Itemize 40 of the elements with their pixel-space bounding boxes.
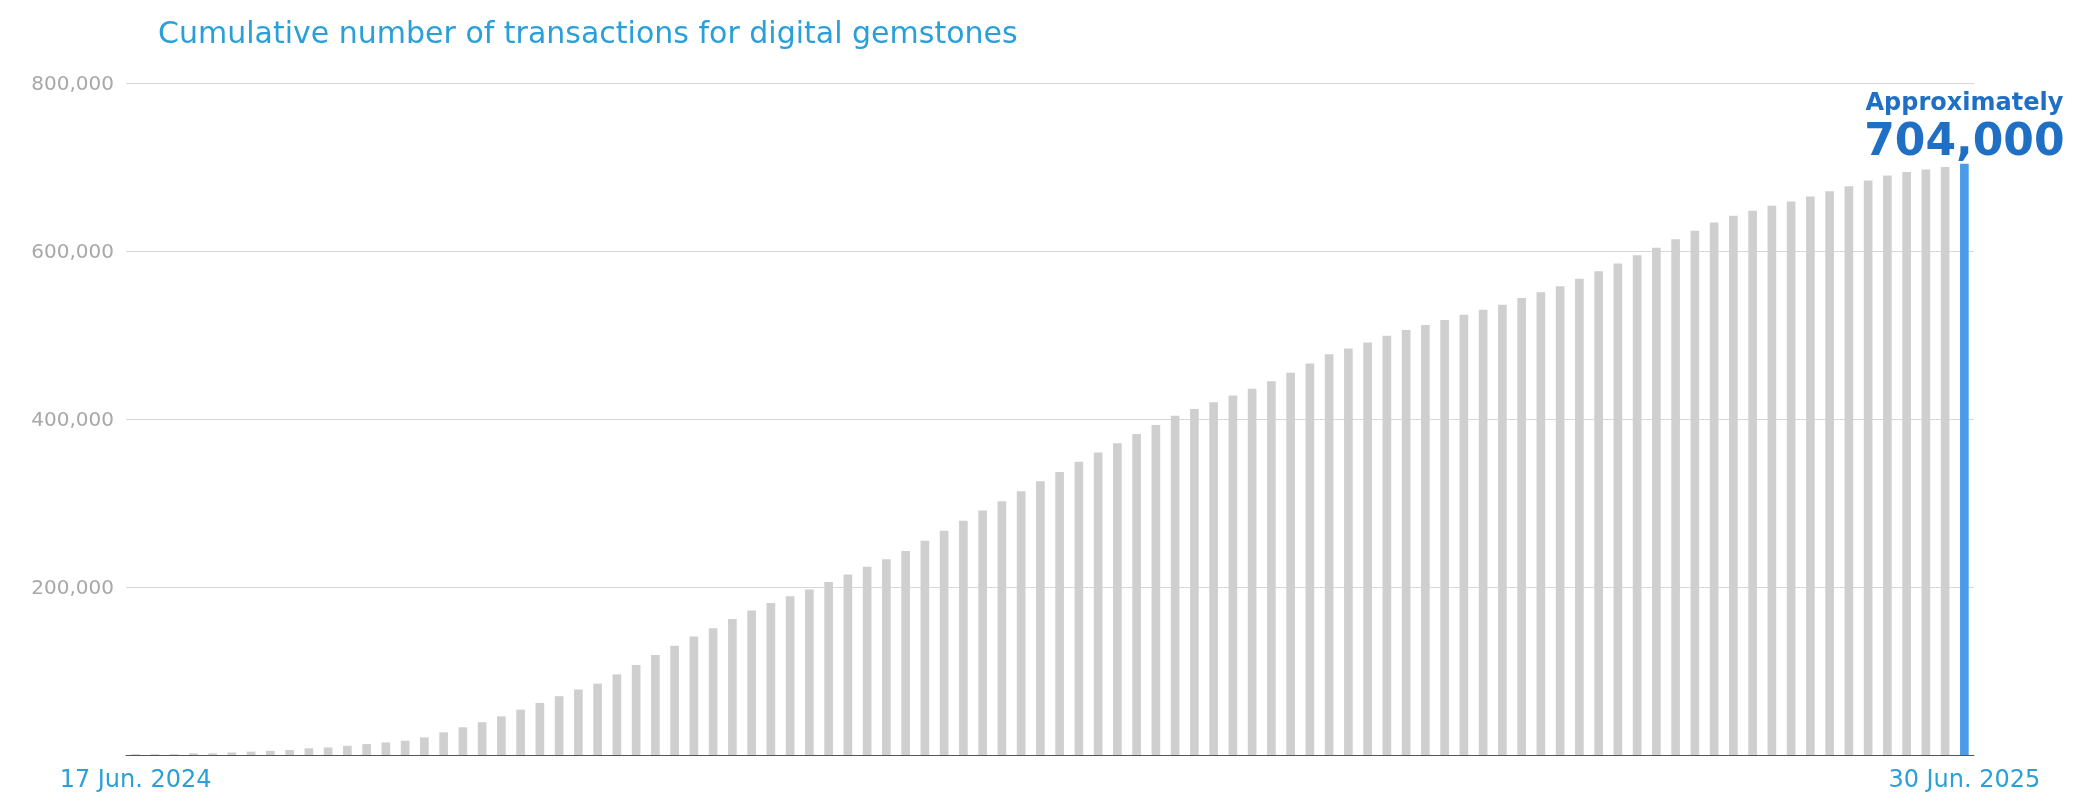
- bar: [381, 742, 391, 755]
- bar: [516, 709, 525, 755]
- bar: [227, 752, 237, 755]
- bar: [477, 722, 487, 755]
- y-tick-label: 800,000: [31, 71, 114, 95]
- bar: [323, 747, 333, 755]
- bar: [728, 618, 737, 755]
- bar: [689, 636, 699, 755]
- bar: [497, 716, 506, 755]
- bar: [631, 665, 641, 755]
- bar: [554, 696, 564, 755]
- bar: [670, 645, 679, 755]
- bar: [266, 750, 275, 755]
- y-tick-label: 400,000: [31, 407, 114, 431]
- bar: [439, 732, 448, 755]
- annotation: Approximately: [1865, 87, 2064, 116]
- bar: [1960, 163, 1969, 755]
- bar: [304, 748, 314, 755]
- bar: [785, 596, 795, 755]
- y-tick-label: 200,000: [31, 575, 114, 599]
- bar: [593, 683, 602, 755]
- y-tick-label: 600,000: [31, 239, 114, 263]
- bar: [285, 749, 294, 755]
- chart-title: Cumulative number of transactions for digital gemstones: [158, 14, 1018, 50]
- bar: [420, 737, 429, 755]
- bar: [747, 610, 756, 755]
- x-tick-label: 17 Jun. 2024: [59, 765, 212, 793]
- bar: [343, 745, 352, 755]
- bar: [535, 702, 545, 755]
- bar: [651, 655, 660, 755]
- bar: [805, 589, 814, 755]
- bar: [708, 628, 718, 755]
- bar: [766, 602, 776, 755]
- bar: [612, 674, 622, 755]
- x-tick-label: 30 Jun. 2025: [1888, 765, 2041, 793]
- bar: [362, 744, 371, 755]
- bar: [574, 689, 583, 755]
- bar: [400, 740, 410, 755]
- data-label: 704,000: [1864, 114, 2065, 166]
- bar: [458, 727, 468, 755]
